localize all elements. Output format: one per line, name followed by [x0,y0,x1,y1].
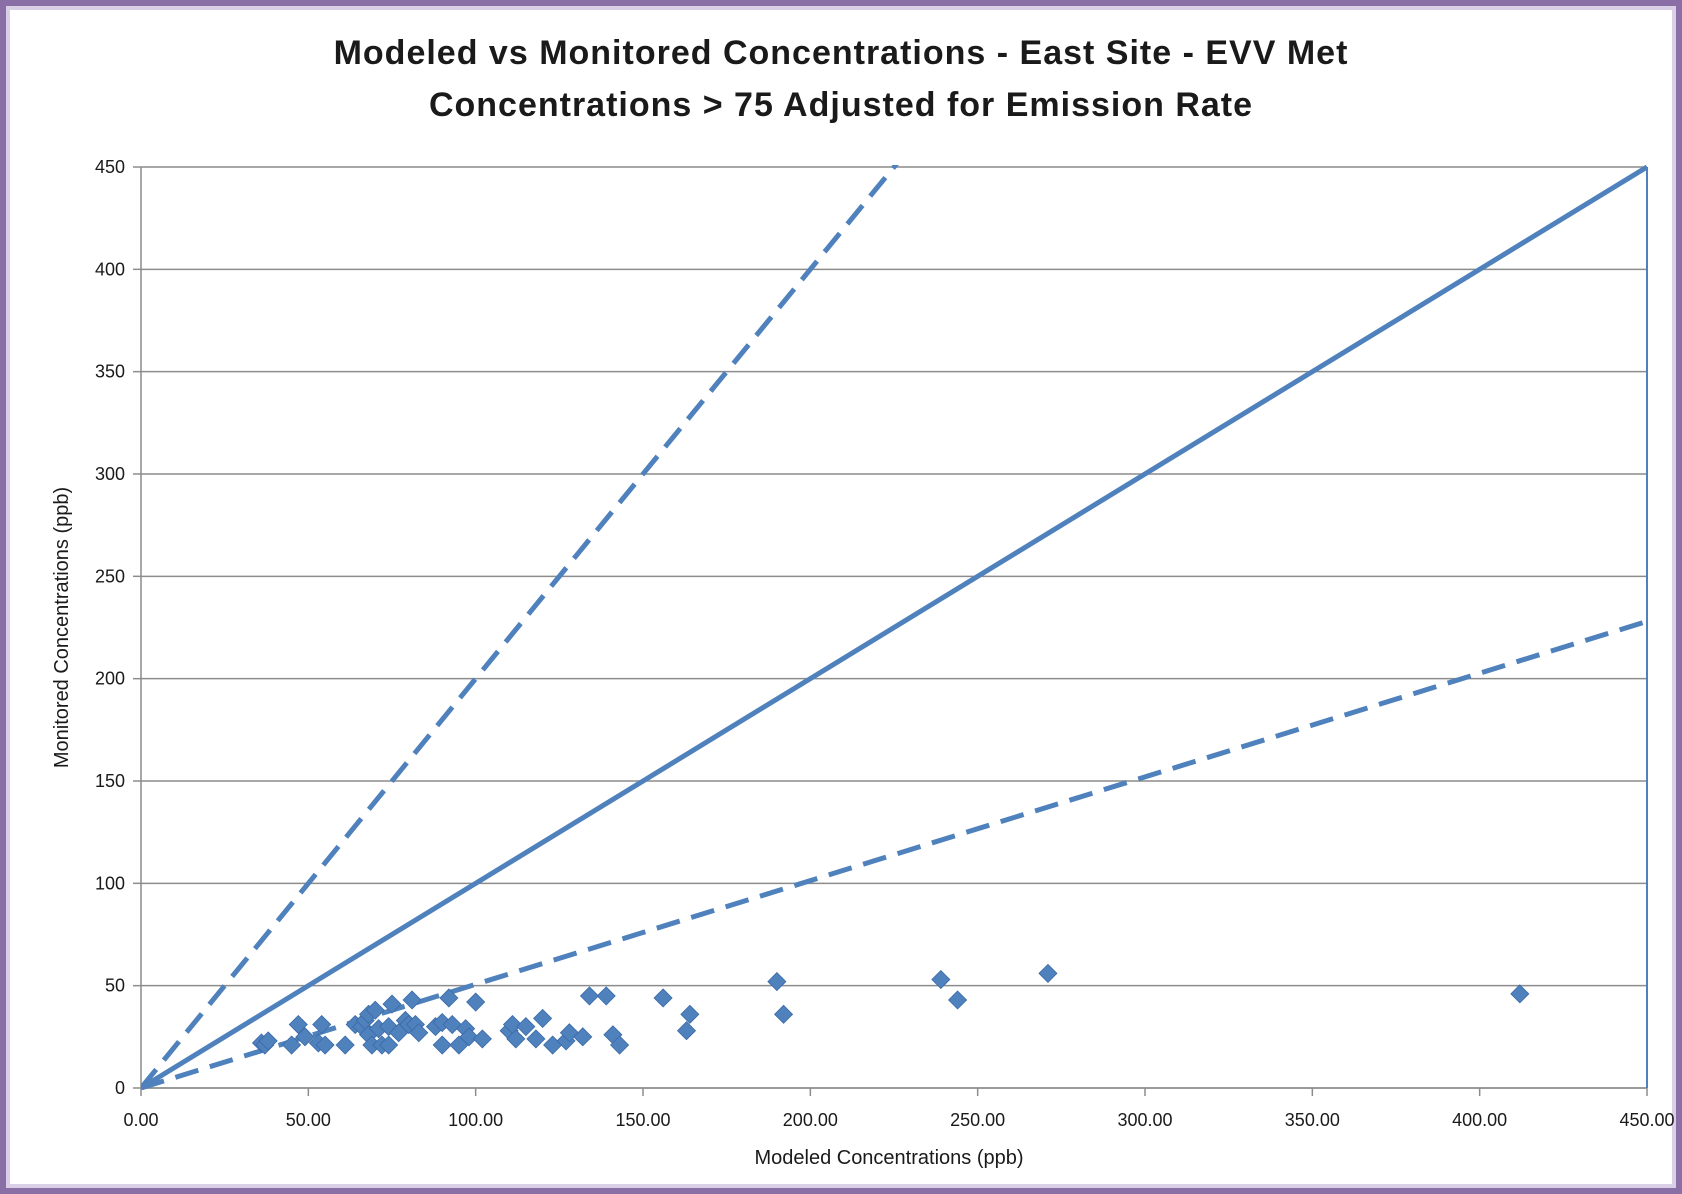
y-tick-label: 250 [95,566,125,586]
y-tick-label: 200 [95,669,125,689]
x-tick-label: 250.00 [950,1110,1005,1130]
data-point-diamond [288,1014,308,1035]
x-tick-label: 0.00 [123,1110,158,1130]
data-point-diamond [653,988,673,1008]
data-point-diamond [472,1029,492,1049]
data-point-diamond [459,1027,479,1047]
data-points [251,963,1530,1055]
y-tick-label: 150 [95,771,125,791]
data-point-diamond [466,992,486,1012]
axes [133,166,1648,1096]
x-tick-label: 350.00 [1285,1110,1340,1130]
data-point-diamond [379,1035,399,1055]
data-point-diamond [365,1000,385,1020]
data-point-diamond [579,986,600,1006]
chart-title-line-2: Concentrations > 75 Adjusted for Emissio… [428,86,1254,124]
y-tick-label: 450 [95,157,125,177]
solid-reference-line [141,165,1649,1090]
y-tick-label: 50 [105,976,125,996]
data-point-diamond [295,1027,315,1047]
x-tick-label: 150.00 [615,1110,670,1130]
data-point-diamond [312,1014,332,1035]
x-tick-label: 400.00 [1452,1110,1507,1130]
data-point-diamond [610,1035,630,1055]
data-point-diamond [516,1017,536,1037]
data-point-diamond [439,988,459,1008]
x-tick-label: 100.00 [448,1110,503,1130]
y-tick-label: 400 [95,259,125,279]
data-point-diamond [432,1035,452,1055]
data-point-diamond [258,1031,278,1051]
y-tick-label: 0 [115,1078,125,1098]
y-axis-title: Monitored Concentrations (ppb) [51,487,73,768]
x-tick-label: 200.00 [783,1110,838,1130]
dashed-reference-line [141,165,899,1090]
data-point-diamond [335,1035,355,1055]
data-point-diamond [676,1021,697,1041]
data-point-diamond [315,1035,335,1055]
chart-title-line-1: Modeled vs Monitored Concentrations - Ea… [333,34,1349,72]
data-point-diamond [402,990,422,1010]
data-point-diamond [680,1004,700,1024]
y-tick-label: 100 [95,873,125,893]
data-point-diamond [773,1004,794,1024]
x-tick-label: 300.00 [1117,1110,1172,1130]
data-point-diamond [1038,963,1058,983]
data-point-diamond [382,994,402,1014]
data-point-diamond [948,990,968,1010]
data-point-diamond [1510,984,1530,1004]
data-point-diamond [573,1027,593,1047]
x-tick-label: 50.00 [286,1110,331,1130]
data-point-diamond [767,972,787,992]
chart-frame [6,6,1676,1188]
data-point-diamond [596,986,616,1006]
reference-lines [141,165,1649,1090]
data-point-diamond [506,1029,526,1049]
data-point-diamond [526,1029,546,1049]
y-tick-label: 300 [95,464,125,484]
x-tick-label: 450.00 [1619,1110,1674,1130]
y-tick-label: 350 [95,362,125,382]
data-point-diamond [533,1008,553,1028]
data-point-diamond [409,1023,429,1043]
data-point-diamond [931,969,951,990]
tick-labels: 0 50 100 150 200 250 300 350 400 450 0.00 50.00 100.… [95,157,1675,1130]
data-point-diamond [282,1035,302,1055]
x-axis-title: Modeled Concentrations (ppb) [754,1147,1023,1169]
